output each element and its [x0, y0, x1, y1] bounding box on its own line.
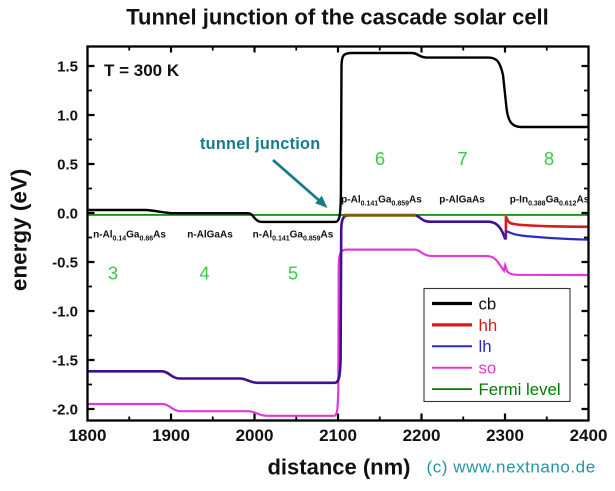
svg-text:n-Al0.14Ga0.86As: n-Al0.14Ga0.86As [93, 230, 166, 243]
svg-text:p-Al0.141Ga0.859As: p-Al0.141Ga0.859As [341, 195, 422, 208]
svg-text:2400: 2400 [570, 426, 608, 445]
svg-text:4: 4 [199, 263, 209, 284]
svg-text:p-In0.388Ga0.612As: p-In0.388Ga0.612As [510, 195, 590, 208]
svg-text:lh: lh [479, 337, 492, 356]
svg-text:Fermi level: Fermi level [479, 380, 561, 399]
svg-text:8: 8 [544, 148, 554, 169]
svg-text:T = 300 K: T = 300 K [104, 61, 180, 80]
svg-text:1800: 1800 [69, 426, 107, 445]
svg-text:1900: 1900 [152, 426, 190, 445]
svg-text:hh: hh [479, 316, 498, 335]
svg-text:n-AlGaAs: n-AlGaAs [187, 230, 233, 241]
svg-text:3: 3 [108, 263, 118, 284]
svg-text:2200: 2200 [403, 426, 441, 445]
svg-text:6: 6 [375, 148, 385, 169]
svg-text:Tunnel junction of the cascade: Tunnel junction of the cascade solar cel… [126, 5, 549, 30]
svg-text:2100: 2100 [319, 426, 357, 445]
svg-text:-0.5: -0.5 [52, 255, 78, 272]
svg-text:distance (nm): distance (nm) [267, 455, 410, 480]
svg-text:0.5: 0.5 [57, 157, 78, 174]
svg-text:p-AlGaAs: p-AlGaAs [439, 195, 485, 206]
svg-text:2000: 2000 [236, 426, 274, 445]
svg-text:1.5: 1.5 [57, 59, 78, 76]
svg-text:-2.0: -2.0 [52, 402, 78, 419]
svg-text:cb: cb [479, 294, 497, 313]
svg-text:(c) www.nextnano.de: (c) www.nextnano.de [427, 458, 596, 477]
svg-text:-1.5: -1.5 [52, 353, 78, 370]
svg-text:0.0: 0.0 [57, 206, 78, 223]
svg-text:so: so [479, 359, 497, 378]
svg-text:7: 7 [457, 148, 467, 169]
svg-text:2300: 2300 [486, 426, 524, 445]
svg-text:n-Al0.141Ga0.859As: n-Al0.141Ga0.859As [253, 230, 334, 243]
svg-text:5: 5 [288, 263, 298, 284]
svg-text:-1.0: -1.0 [52, 304, 78, 321]
svg-text:energy (eV): energy (eV) [7, 169, 32, 292]
svg-text:tunnel junction: tunnel junction [200, 135, 320, 153]
svg-text:1.0: 1.0 [57, 108, 78, 125]
